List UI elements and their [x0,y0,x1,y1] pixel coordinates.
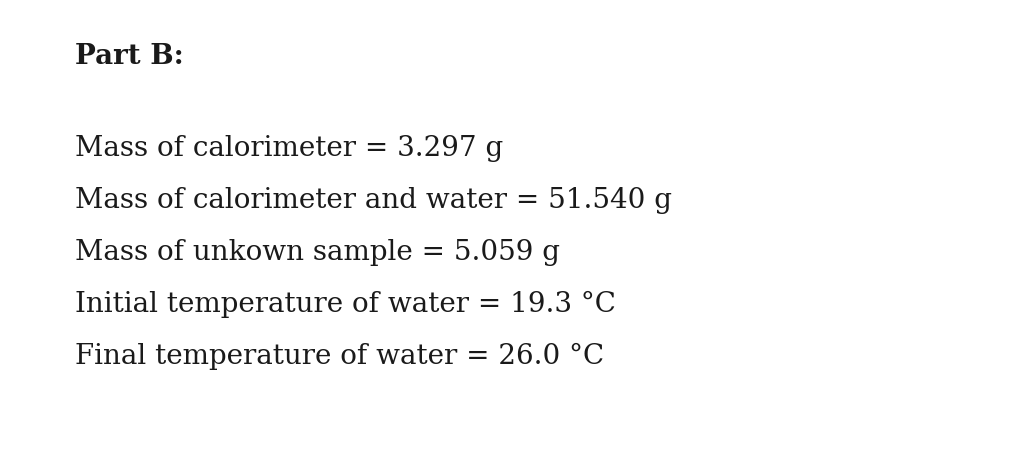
Text: Mass of calorimeter and water = 51.540 g: Mass of calorimeter and water = 51.540 g [75,186,672,213]
Text: Mass of unkown sample = 5.059 g: Mass of unkown sample = 5.059 g [75,238,560,265]
Text: Initial temperature of water = 19.3 °C: Initial temperature of water = 19.3 °C [75,291,616,318]
Text: Part B:: Part B: [75,44,184,71]
Text: Final temperature of water = 26.0 °C: Final temperature of water = 26.0 °C [75,342,604,370]
Text: Mass of calorimeter = 3.297 g: Mass of calorimeter = 3.297 g [75,135,504,162]
